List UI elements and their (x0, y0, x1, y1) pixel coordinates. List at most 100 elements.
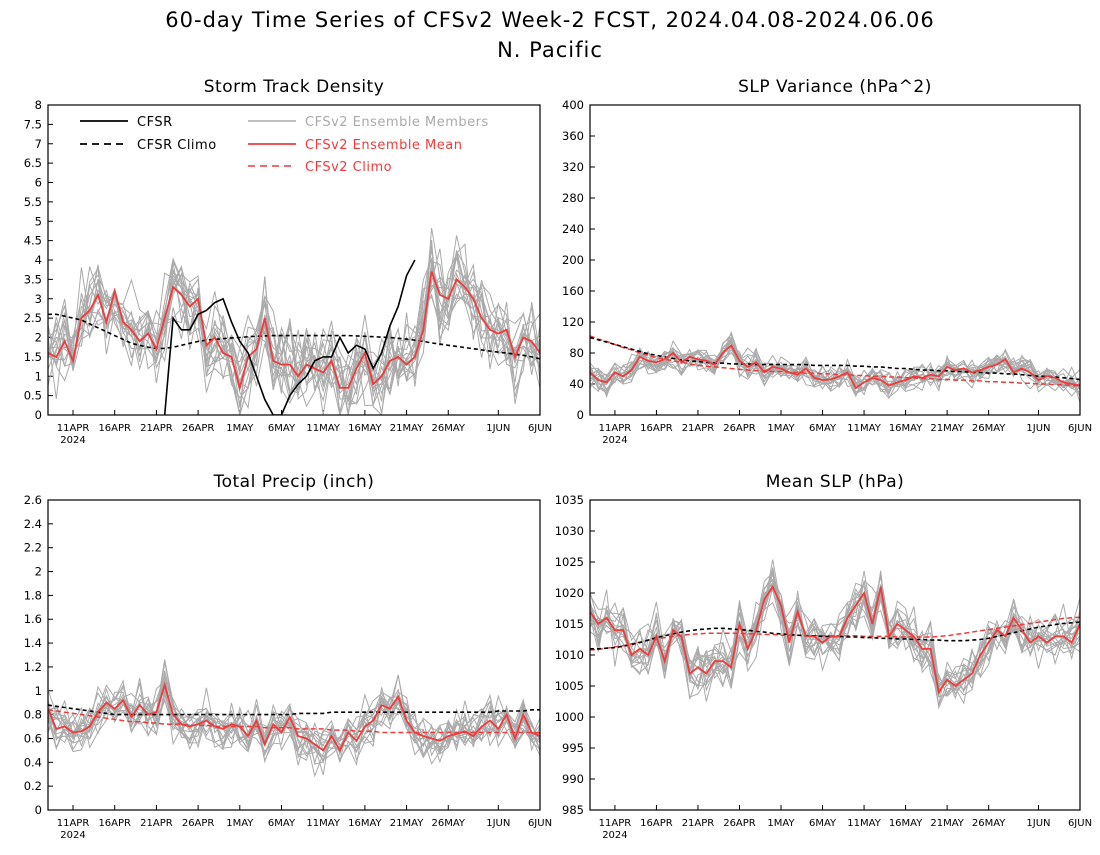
ensemble-member-line (590, 344, 1080, 400)
x-tick-label: 21APR (140, 423, 173, 434)
y-tick-label: 4 (35, 253, 42, 267)
y-tick-label: 5 (35, 214, 42, 228)
y-tick-label: 400 (562, 98, 584, 112)
x-tick-label: 26APR (182, 423, 215, 434)
plot-area (590, 330, 1080, 403)
x-tick-label: 1MAY (226, 423, 254, 434)
ensemble-member-line (48, 261, 540, 405)
x-tick-label: 16MAY (348, 818, 382, 829)
y-tick-label: 2.4 (24, 517, 42, 531)
x-tick-label: 6MAY (268, 423, 296, 434)
x-tick-label: 1MAY (226, 818, 254, 829)
y-tick-label: 0.5 (24, 389, 42, 403)
x-tick-label: 6JUN (1068, 423, 1092, 434)
plot-area (48, 228, 540, 415)
x-tick-label: 16APR (640, 818, 673, 829)
panel-title: Total Precip (inch) (213, 472, 375, 492)
ensemble-mean-line (590, 584, 1080, 695)
x-tick-label: 6JUN (1068, 818, 1092, 829)
y-tick-label: 160 (562, 284, 584, 298)
y-tick-label: 200 (562, 253, 584, 267)
y-tick-label: 1020 (555, 586, 584, 600)
y-tick-label: 1015 (555, 617, 584, 631)
x-tick-label: 16MAY (348, 423, 382, 434)
x-tick-label: 21MAY (390, 423, 424, 434)
y-tick-label: 5.5 (24, 195, 42, 209)
x-tick-label: 11APR (57, 818, 90, 829)
x-tick-label: 6JUN (528, 423, 552, 434)
panel-frame (589, 104, 1081, 416)
y-tick-label: 0 (35, 408, 42, 422)
y-tick-label: 7.5 (24, 117, 42, 131)
ensemble-member-line (48, 235, 540, 408)
y-tick-label: 2 (35, 331, 42, 345)
legend-label-cfsr-climo: CFSR Climo (137, 138, 217, 153)
y-tick-label: 1035 (555, 493, 584, 507)
ensemble-member-line (48, 677, 540, 750)
x-tick-label: 1JUN (1026, 423, 1050, 434)
y-tick-label: 1.4 (24, 636, 42, 650)
legend-label-members: CFSv2 Ensemble Members (305, 115, 489, 130)
ensemble-mean-line (48, 271, 540, 392)
x-tick-label: 21MAY (930, 818, 964, 829)
legend-label-cfs-climo: CFSv2 Climo (305, 160, 392, 175)
y-tick-label: 990 (562, 772, 584, 786)
x-tick-label: 6MAY (268, 818, 296, 829)
y-tick-label: 1010 (555, 648, 584, 662)
panel-title: Mean SLP (hPa) (766, 472, 905, 492)
x-tick-label: 11MAY (847, 423, 881, 434)
panel-slp-variance: SLP Variance (hPa^2) 0 40 80 120 160 200 240 280… (562, 77, 1092, 446)
ensemble-member-line (48, 675, 540, 756)
x-tick-label: 16MAY (889, 423, 923, 434)
y-tick-label: 985 (562, 803, 584, 817)
y-tick-label: 6 (35, 176, 42, 190)
y-tick-label: 0 (577, 408, 584, 422)
legend-label-cfsr: CFSR (137, 115, 173, 130)
plot-area (590, 559, 1080, 710)
cfsr-climo-line (590, 336, 1080, 381)
panel-total-precip: Total Precip (inch) 0 0.2 0.4 0.6 0.8 1 1.2 1.4 1… (24, 472, 552, 841)
panel-frame (47, 104, 541, 416)
y-tick-label: 360 (562, 129, 584, 143)
y-tick-label: 7 (35, 137, 42, 151)
x-tick-label: 6MAY (809, 423, 837, 434)
y-tick-label: 0.2 (24, 779, 42, 793)
legend: CFSR CFSR Climo CFSv2 Ensemble Members C… (80, 115, 489, 175)
x-year-label: 2024 (602, 435, 627, 446)
y-tick-label: 80 (569, 346, 584, 360)
x-tick-label: 11MAY (847, 818, 881, 829)
y-tick-label: 8 (35, 98, 42, 112)
x-tick-label: 11MAY (306, 423, 340, 434)
ensemble-member-line (48, 682, 540, 764)
x-tick-label: 11MAY (306, 818, 340, 829)
y-tick-label: 3.5 (24, 272, 42, 286)
x-tick-label: 26MAY (432, 423, 466, 434)
y-tick-label: 3 (35, 292, 42, 306)
plot-area (48, 659, 540, 778)
x-tick-label: 1JUN (486, 423, 510, 434)
panel-title: SLP Variance (hPa^2) (738, 77, 932, 97)
chart-subtitle: N. Pacific (497, 38, 603, 62)
panel-frame (589, 499, 1081, 811)
x-tick-label: 11APR (599, 423, 632, 434)
ensemble-member-line (48, 250, 540, 415)
panel-mean-slp: Mean SLP (hPa) 985 990 995 1000 1005 1010 1015 1… (555, 472, 1092, 841)
ensemble-mean-line (590, 343, 1080, 390)
y-tick-label: 0.8 (24, 708, 42, 722)
y-tick-label: 4.5 (24, 234, 42, 248)
x-tick-label: 16APR (98, 423, 131, 434)
y-tick-label: 2.6 (24, 493, 42, 507)
panel-frame (47, 499, 541, 811)
x-tick-label: 1JUN (1026, 818, 1050, 829)
ensemble-member-line (48, 260, 540, 415)
y-tick-label: 1 (35, 369, 42, 383)
y-tick-label: 1.8 (24, 588, 42, 602)
y-tick-label: 1.2 (24, 660, 42, 674)
x-tick-label: 16APR (640, 423, 673, 434)
ensemble-member-line (590, 339, 1080, 397)
x-tick-label: 26MAY (432, 818, 466, 829)
y-tick-label: 2.5 (24, 311, 42, 325)
y-tick-label: 240 (562, 222, 584, 236)
y-tick-label: 1005 (555, 679, 584, 693)
